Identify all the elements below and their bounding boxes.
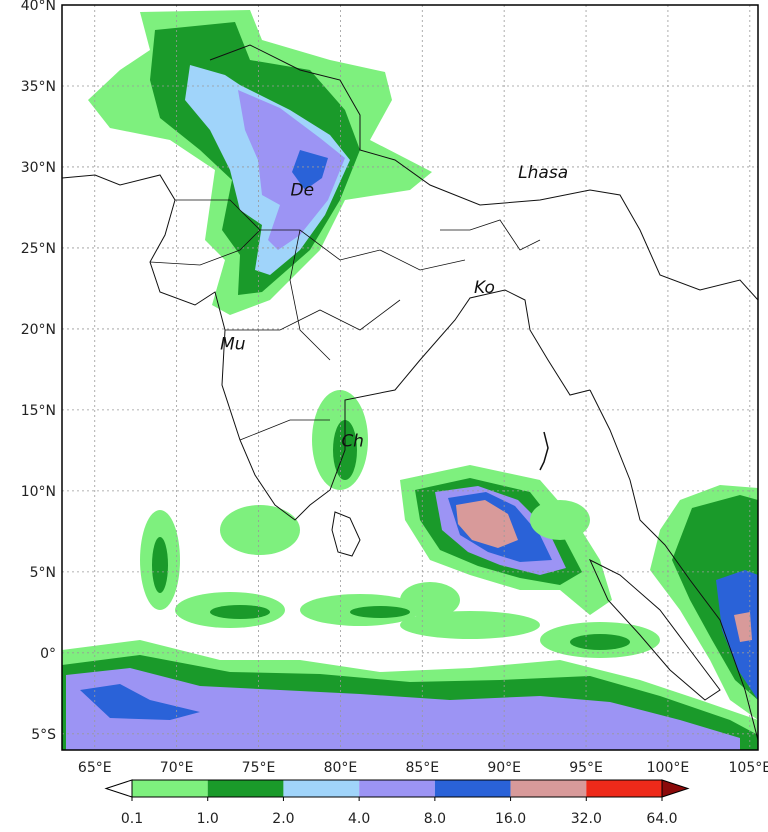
city-label-lhasa: Lhasa bbox=[518, 163, 568, 183]
india-coastline bbox=[62, 174, 591, 521]
precip-blue-nw bbox=[292, 150, 328, 190]
colorbar-level-label: 0.1 bbox=[121, 811, 143, 827]
precip-pink-storm bbox=[456, 500, 518, 548]
coastlines bbox=[62, 44, 758, 741]
lon-tick-label: 90°E bbox=[487, 760, 521, 776]
precip-scattered bbox=[140, 390, 660, 658]
precip-pink-east bbox=[734, 612, 752, 642]
colorbar-bin bbox=[510, 780, 587, 797]
colorbar-bin bbox=[132, 780, 208, 797]
lat-tick-label: 5°N bbox=[30, 565, 56, 581]
colorbar-bin bbox=[434, 780, 511, 797]
precip-blue-east bbox=[716, 570, 758, 700]
lon-tick-label: 105°E bbox=[729, 760, 768, 776]
colorbar-level-label: 4.0 bbox=[348, 811, 370, 827]
city-label-de: De bbox=[291, 181, 315, 201]
precip-blue-south bbox=[80, 684, 200, 720]
colorbar-level-label: 8.0 bbox=[424, 811, 446, 827]
sumatra-coastline bbox=[588, 558, 721, 701]
precip-layer bbox=[62, 10, 758, 750]
lat-tick-label: 30°N bbox=[21, 160, 56, 176]
colorbar-over-triangle bbox=[661, 779, 690, 798]
axis-ticks: 65°E 70°E 75°E 80°E 85°E 90°E 95°E 100°E 105°E 40… bbox=[21, 0, 768, 776]
precip-purple-south bbox=[66, 668, 740, 750]
city-label-ko: Ko bbox=[474, 278, 495, 298]
lon-tick-label: 65°E bbox=[78, 760, 112, 776]
city-label-mu: Mu bbox=[220, 334, 246, 354]
inner-borders bbox=[149, 199, 541, 441]
colorbar-level-label: 32.0 bbox=[571, 811, 602, 827]
colorbar-bin bbox=[207, 780, 284, 797]
precip-purple-nw bbox=[238, 90, 345, 250]
colorbar-bin bbox=[359, 780, 435, 797]
lon-tick-label: 75°E bbox=[242, 760, 276, 776]
colorbar-under-triangle bbox=[104, 779, 133, 798]
lon-tick-label: 95°E bbox=[569, 760, 603, 776]
colorbar-level-label: 16.0 bbox=[495, 811, 526, 827]
lat-tick-label: 40°N bbox=[21, 0, 56, 14]
lat-tick-label: 15°N bbox=[21, 403, 56, 419]
sri-lanka-coastline bbox=[331, 511, 361, 557]
city-label-ch: Ch bbox=[341, 432, 364, 452]
lat-tick-label: 10°N bbox=[21, 484, 56, 500]
colorbar-level-label: 1.0 bbox=[197, 811, 219, 827]
colorbar-frame bbox=[131, 779, 663, 798]
lat-tick-label: 5°S bbox=[31, 727, 56, 743]
lon-tick-label: 70°E bbox=[160, 760, 194, 776]
plot-frame bbox=[61, 4, 759, 751]
lon-tick-label: 100°E bbox=[647, 760, 690, 776]
lat-tick-label: 0° bbox=[40, 646, 56, 662]
lat-tick-label: 20°N bbox=[21, 322, 56, 338]
lon-tick-label: 85°E bbox=[405, 760, 439, 776]
southeast-asia-coast bbox=[589, 389, 758, 741]
andaman-islands bbox=[539, 431, 549, 471]
city-labels: Lhasa De Ko Mu Ch bbox=[220, 163, 568, 452]
lat-tick-label: 35°N bbox=[21, 79, 56, 95]
lon-tick-label: 80°E bbox=[324, 760, 358, 776]
colorbar-level-label: 2.0 bbox=[272, 811, 294, 827]
colorbar: 0.1 1.0 2.0 4.0 8.0 16.0 32.0 64.0 bbox=[104, 779, 690, 827]
lat-tick-label: 25°N bbox=[21, 241, 56, 257]
colorbar-bin bbox=[283, 780, 360, 797]
northern-border bbox=[209, 44, 758, 301]
colorbar-bin bbox=[586, 780, 662, 797]
colorbar-level-label: 64.0 bbox=[646, 811, 677, 827]
